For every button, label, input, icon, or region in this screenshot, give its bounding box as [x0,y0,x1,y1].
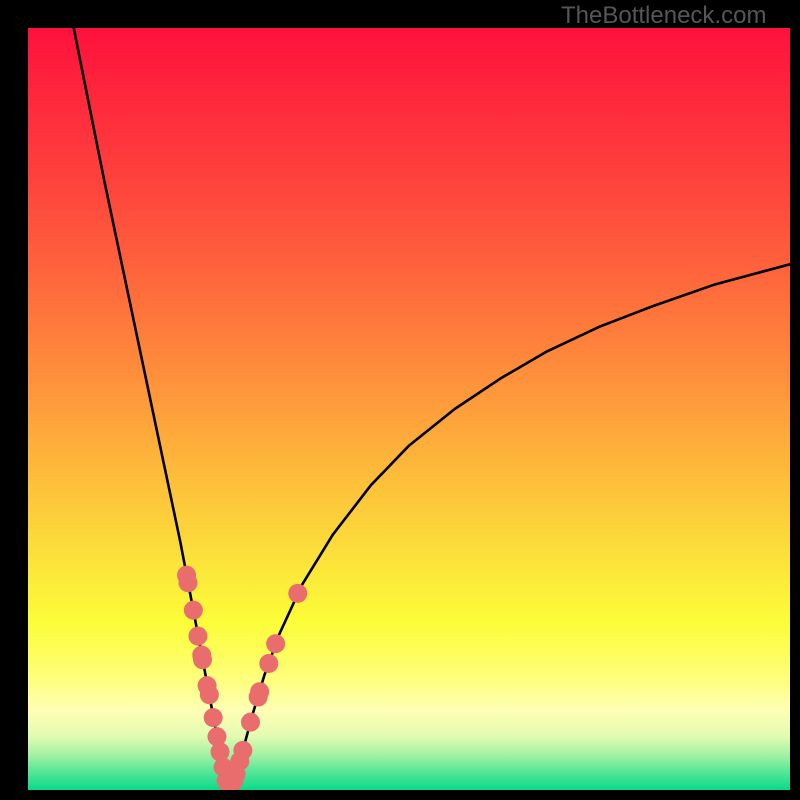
gradient-background [28,28,790,790]
border-right [790,0,800,800]
watermark-text: TheBottleneck.com [561,2,766,30]
border-bottom [0,790,800,800]
border-left [0,0,28,800]
chart-canvas: TheBottleneck.com [0,0,800,800]
